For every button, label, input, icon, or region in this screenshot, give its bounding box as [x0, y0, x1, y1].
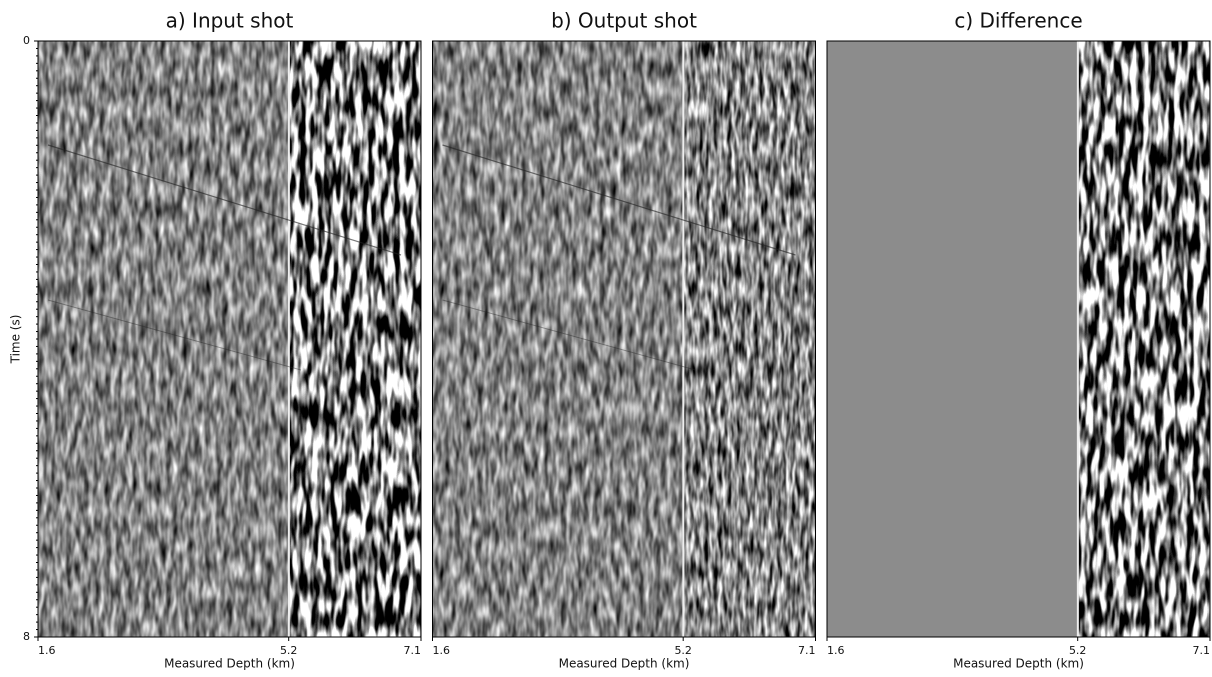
- x-tick-label: 7.1: [404, 644, 422, 657]
- seismic-texture: [433, 41, 684, 637]
- x-axis-label: Measured Depth (km): [164, 657, 295, 671]
- x-axis-label: Measured Depth (km): [559, 657, 690, 671]
- panel-title: c) Difference: [954, 9, 1082, 33]
- panel-title: b) Output shot: [551, 9, 697, 33]
- x-tick-label: 1.6: [827, 644, 845, 657]
- x-tick-label: 5.2: [1069, 644, 1087, 657]
- x-axis-label: Measured Depth (km): [953, 657, 1084, 671]
- x-tick-label: 1.6: [433, 644, 451, 657]
- y-tick-label: 0: [23, 34, 30, 47]
- seismic-texture: [38, 41, 289, 637]
- seismic-texture: [1078, 41, 1210, 637]
- x-tick-label: 7.1: [798, 644, 816, 657]
- x-tick-label: 7.1: [1193, 644, 1211, 657]
- seismic-texture: [683, 41, 815, 637]
- x-tick-label: 1.6: [38, 644, 56, 657]
- x-tick-label: 5.2: [280, 644, 298, 657]
- x-tick-label: 5.2: [674, 644, 692, 657]
- panel-title: a) Input shot: [166, 9, 294, 33]
- y-tick-label: 8: [23, 630, 30, 643]
- y-axis-label: Time (s): [9, 315, 23, 365]
- seismic-texture: [289, 41, 421, 637]
- figure: a) Input shot 1.6 5.2 7.1 Measured Depth (km…: [0, 0, 1212, 677]
